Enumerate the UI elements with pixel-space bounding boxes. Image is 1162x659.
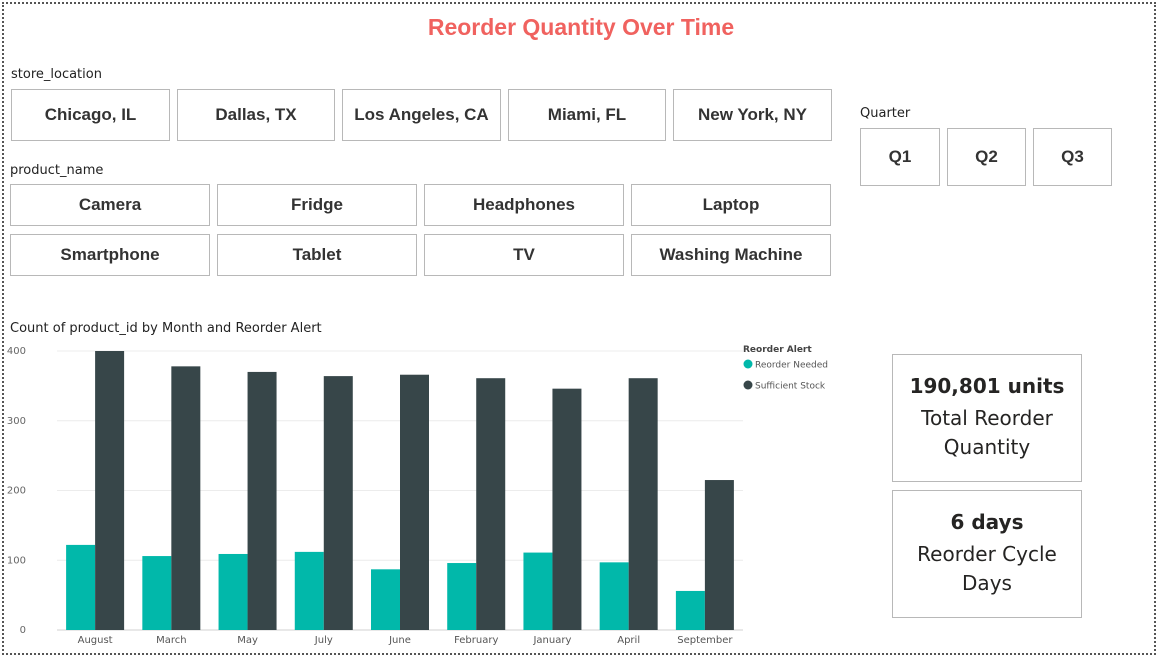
product-option-camera[interactable]: Camera: [10, 184, 210, 226]
legend-title: Reorder Alert: [743, 345, 812, 355]
bar-reorder-needed: [66, 545, 95, 630]
x-tick-label: April: [617, 635, 640, 646]
cycle-days-value: 6 days: [950, 510, 1023, 534]
store-option-chicago[interactable]: Chicago, IL: [11, 89, 170, 141]
quarter-option-q2[interactable]: Q2: [947, 128, 1026, 186]
x-tick-label: January: [532, 635, 571, 646]
bar-sufficient-stock: [248, 372, 277, 630]
bar-sufficient-stock: [552, 389, 581, 630]
bar-reorder-needed: [447, 563, 476, 630]
product-option-tv[interactable]: TV: [424, 234, 624, 276]
bar-reorder-needed: [523, 553, 552, 630]
total-reorder-label: Total Reorder Quantity: [912, 404, 1062, 462]
legend-marker: [744, 360, 753, 369]
legend-marker: [744, 381, 753, 390]
quarter-slicer-label: Quarter: [860, 106, 910, 121]
x-tick-label: September: [677, 635, 733, 646]
store-option-los-angeles[interactable]: Los Angeles, CA: [342, 89, 501, 141]
bar-reorder-needed: [219, 554, 248, 630]
store-option-miami[interactable]: Miami, FL: [508, 89, 666, 141]
bar-reorder-needed: [371, 569, 400, 630]
cycle-days-card: 6 days Reorder Cycle Days: [892, 490, 1082, 618]
x-tick-label: March: [156, 635, 186, 646]
store-slicer-label: store_location: [11, 67, 102, 82]
bar-reorder-needed: [142, 556, 171, 630]
report-title: Reorder Quantity Over Time: [0, 14, 1162, 41]
x-tick-label: June: [388, 635, 411, 646]
product-option-laptop[interactable]: Laptop: [631, 184, 831, 226]
product-option-washing-machine[interactable]: Washing Machine: [631, 234, 831, 276]
bar-reorder-needed: [295, 552, 324, 630]
bar-sufficient-stock: [400, 375, 429, 630]
bar-sufficient-stock: [476, 378, 505, 630]
cycle-days-label: Reorder Cycle Days: [912, 540, 1062, 598]
product-option-smartphone[interactable]: Smartphone: [10, 234, 210, 276]
bar-chart: 0 100 200 300 400 August March May July June Febru…: [0, 340, 860, 650]
x-tick-label: August: [78, 635, 113, 646]
y-tick-label: 0: [20, 625, 26, 636]
chart-title: Count of product_id by Month and Reorder…: [10, 321, 322, 336]
product-slicer-label: product_name: [10, 163, 103, 178]
x-tick-label: July: [314, 635, 333, 646]
product-option-tablet[interactable]: Tablet: [217, 234, 417, 276]
x-tick-label: May: [237, 635, 258, 646]
bar-sufficient-stock: [324, 376, 353, 630]
quarter-option-q3[interactable]: Q3: [1033, 128, 1112, 186]
total-reorder-value: 190,801 units: [910, 374, 1065, 398]
bar-reorder-needed: [600, 562, 629, 630]
bar-sufficient-stock: [95, 351, 124, 630]
product-option-headphones[interactable]: Headphones: [424, 184, 624, 226]
quarter-option-q1[interactable]: Q1: [860, 128, 940, 186]
store-option-new-york[interactable]: New York, NY: [673, 89, 832, 141]
bar-reorder-needed: [676, 591, 705, 630]
total-reorder-card: 190,801 units Total Reorder Quantity: [892, 354, 1082, 482]
y-tick-label: 300: [7, 416, 26, 427]
legend-item: Reorder Needed: [755, 361, 828, 371]
bar-sufficient-stock: [705, 480, 734, 630]
y-tick-label: 200: [7, 486, 26, 497]
x-tick-label: February: [454, 635, 498, 646]
product-option-fridge[interactable]: Fridge: [217, 184, 417, 226]
y-tick-label: 400: [7, 346, 26, 357]
bar-sufficient-stock: [171, 366, 200, 630]
store-option-dallas[interactable]: Dallas, TX: [177, 89, 335, 141]
y-tick-label: 100: [7, 555, 26, 566]
bar-sufficient-stock: [629, 378, 658, 630]
legend-item: Sufficient Stock: [755, 382, 826, 392]
